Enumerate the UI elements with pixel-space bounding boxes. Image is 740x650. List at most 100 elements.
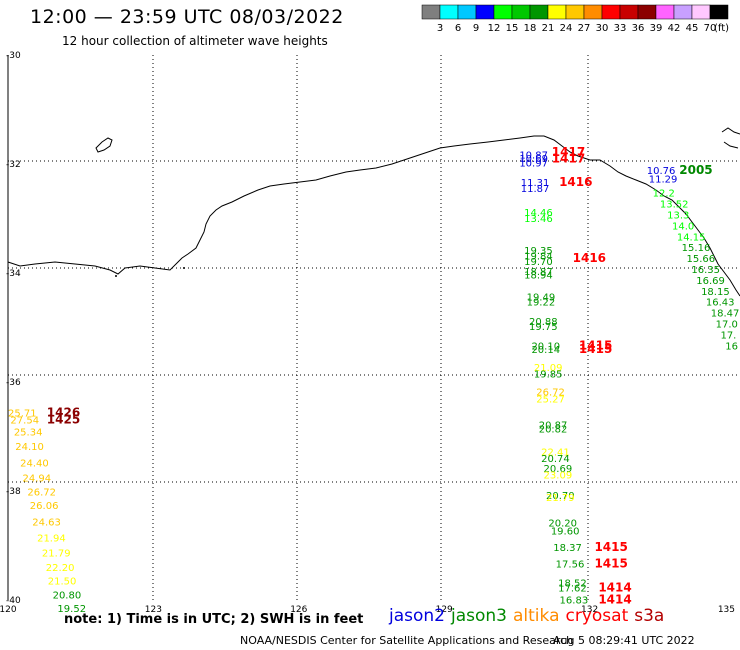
page-subtitle: 12 hour collection of altimeter wave hei…: [62, 34, 328, 48]
wave-reading: 20.69: [544, 464, 573, 475]
wave-reading: 20.74: [541, 454, 570, 465]
scale-label: 33: [614, 23, 627, 34]
wave-reading: 19.22: [527, 298, 556, 309]
wave-reading: 20.20: [548, 518, 577, 529]
wave-reading: 14.15: [677, 232, 706, 243]
wave-reading: 13.46: [524, 214, 553, 225]
wave-reading: 21.79: [546, 493, 575, 504]
scale-label: 12: [488, 23, 501, 34]
wave-reading: 1414: [598, 580, 631, 594]
wave-reading: 26.72: [536, 388, 565, 399]
wave-reading: 20.87: [539, 420, 568, 431]
wave-reading: 25.71: [8, 408, 37, 419]
wave-reading: 24.10: [15, 442, 44, 453]
wave-reading: 21.94: [37, 534, 66, 545]
wave-reading: 11.31: [521, 178, 550, 189]
scale-unit: (ft): [714, 23, 729, 34]
wave-reading: 25.34: [14, 427, 43, 438]
wave-reading: 22.20: [46, 563, 75, 574]
wave-reading: 24.63: [32, 517, 61, 528]
wave-reading: 1416: [559, 175, 592, 189]
coastline: [7, 135, 740, 297]
lon-label: 135: [718, 605, 735, 615]
wave-reading: 16.83: [560, 595, 589, 606]
wave-reading: 14.0: [672, 221, 694, 232]
lat-label: -38: [6, 487, 21, 497]
wave-reading: 18.47: [711, 309, 740, 320]
satellite-jason3: jason3: [451, 606, 507, 626]
wave-reading: 1415: [579, 342, 612, 356]
wave-reading: 13.3: [667, 211, 689, 222]
scale-label: 15: [506, 23, 519, 34]
wave-reading: 1426: [47, 405, 80, 419]
wave-reading: 18.94: [524, 270, 553, 281]
wave-reading: 12.2: [653, 189, 675, 200]
lon-label: 126: [290, 605, 307, 615]
wave-reading: 11.87: [521, 184, 550, 195]
wave-reading: 27.54: [10, 415, 39, 426]
wave-reading: 16.35: [691, 265, 720, 276]
wave-reading: 17.56: [556, 559, 585, 570]
latitude-labels: -30 -32 -34 -36 -38 -40: [6, 51, 21, 606]
scale-swatch: [709, 4, 729, 20]
wave-reading: 10.69: [519, 154, 548, 165]
scale-label: 36: [632, 23, 645, 34]
wave-reading: 21.09: [534, 363, 563, 374]
wave-reading: 24.40: [20, 458, 49, 469]
gridlines: [8, 55, 740, 600]
wave-reading: 18.52: [558, 578, 587, 589]
wave-reading: 1415: [594, 540, 627, 554]
wave-reading: 25.27: [536, 395, 565, 406]
wave-reading: 20.10: [531, 341, 560, 352]
wave-reading: 11.29: [649, 175, 678, 186]
wave-reading: 2005: [679, 163, 712, 177]
satellite-s3a: s3a: [634, 606, 665, 626]
wave-reading: 18.37: [553, 543, 582, 554]
scale-label: 42: [668, 23, 681, 34]
lat-label: -36: [6, 378, 21, 388]
satellite-legend: jason2 jason3 altika cryosat s3a: [389, 606, 670, 626]
wave-reading: 19.70: [524, 257, 553, 268]
wave-reading: 13.52: [660, 200, 689, 211]
wave-reading: 14.46: [524, 208, 553, 219]
wave-reading: 20.70: [546, 491, 575, 502]
lon-label: 123: [145, 605, 162, 615]
footer-note: note: 1) Time is in UTC; 2) SWH is in fe…: [64, 612, 364, 627]
satellite-cryosat: cryosat: [565, 606, 629, 626]
wave-reading: 16: [725, 341, 738, 352]
scale-label: 18: [524, 23, 537, 34]
wave-reading: 19.35: [524, 246, 553, 257]
lat-label: -30: [6, 51, 21, 61]
wave-reading: 19.85: [534, 370, 563, 381]
scale-label: 3: [437, 23, 443, 34]
scale-label: 27: [578, 23, 591, 34]
island: [95, 137, 113, 153]
wave-reading: 26.06: [30, 501, 59, 512]
lat-label: -32: [6, 160, 21, 170]
wave-reading: 1414: [598, 592, 631, 606]
wave-reading: 18.87: [524, 267, 553, 278]
wave-reading: 21.50: [48, 577, 77, 588]
wave-height-color-scale: 3 6 9 12 15 18 21 24 27 30 33 36 39 42 45 70 (ft): [421, 4, 729, 34]
wave-reading: 16.43: [706, 298, 735, 309]
wave-reading: 20.82: [539, 425, 568, 436]
wave-reading: 1416: [573, 251, 606, 265]
wave-reading: 15.16: [682, 243, 711, 254]
wave-reading: 21.79: [42, 548, 71, 559]
satellite-altika: altika: [513, 606, 560, 626]
wave-reading: 1417: [552, 145, 585, 159]
wave-reading: 15.66: [687, 254, 716, 265]
lat-label: -34: [6, 269, 21, 279]
wave-reading: 1425: [47, 412, 80, 426]
wave-reading: 24.94: [23, 474, 52, 485]
lat-label: -40: [6, 596, 21, 606]
lon-label: 129: [436, 605, 453, 615]
wave-reading: 10.97: [519, 159, 548, 170]
coastline-fragment: [721, 127, 740, 149]
scale-label: 30: [596, 23, 609, 34]
wave-reading: 1417: [552, 151, 585, 165]
wave-reading: 18.15: [701, 287, 730, 298]
footer-timestamp: Aug 5 08:29:41 UTC 2022: [553, 634, 695, 647]
scale-label: 6: [455, 23, 461, 34]
wave-reading: 19.52: [57, 604, 86, 615]
